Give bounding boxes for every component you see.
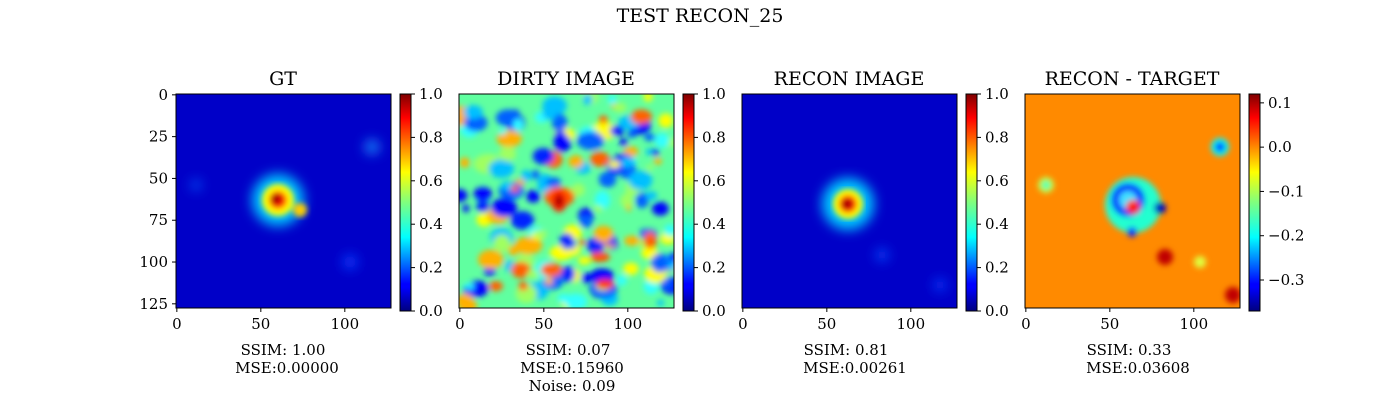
caption-recon-line-1: SSIM: 0.81 (803, 341, 889, 359)
colorbar-tick-label: 0.4 (985, 215, 1009, 233)
colorbar-tick-label: −0.2 (1268, 227, 1304, 245)
colorbar-tick-label: 0.6 (985, 172, 1009, 190)
colorbar-tick-label: 1.0 (985, 85, 1009, 103)
colorbar-tick-label: 1.0 (702, 85, 726, 103)
caption-gt-line-2: MSE:0.00000 (235, 359, 339, 377)
caption-diff: SSIM: 0.33 MSE:0.03608 (999, 341, 1259, 377)
colorbar-tick-label: 0.0 (702, 302, 726, 320)
colorbar-gt (399, 93, 412, 312)
x-tick-label: 100 (613, 315, 642, 333)
x-tick-label: 100 (896, 315, 925, 333)
panel-title-recon: RECON IMAGE (773, 68, 925, 90)
x-tick-label: 50 (817, 315, 836, 333)
caption-gt: SSIM: 1.00 MSE:0.00000 (153, 341, 413, 377)
colorbar-tick-label: 0.0 (419, 302, 443, 320)
gt-heatmap (176, 94, 391, 308)
figure-title: TEST RECON_25 (616, 5, 784, 27)
x-tick-label: 50 (1100, 315, 1119, 333)
diff-heatmap (1025, 94, 1240, 308)
x-tick-label: 50 (534, 315, 553, 333)
colorbar-tick-label: 0.8 (985, 128, 1009, 146)
colorbar-tick-label: 0.6 (419, 172, 443, 190)
y-tick-label: 75 (149, 211, 168, 229)
caption-recon: SSIM: 0.81 MSE:0.00261 (716, 341, 976, 377)
colorbar-tick-label: 0.4 (419, 215, 443, 233)
caption-dirty-line-3: Noise: 0.09 (528, 377, 616, 395)
colorbar-tick-label: −0.3 (1268, 271, 1304, 289)
colorbar-tick-label: 0.4 (702, 215, 726, 233)
x-tick-label: 100 (1179, 315, 1208, 333)
colorbar-tick-label: 0.2 (419, 259, 443, 277)
caption-gt-line-1: SSIM: 1.00 (240, 341, 326, 359)
x-tick-label: 0 (455, 315, 465, 333)
y-tick-label: 25 (149, 128, 168, 146)
colorbar-tick-label: 0.0 (985, 302, 1009, 320)
panel-title-diff: RECON - TARGET (1044, 68, 1220, 90)
colorbar-diff (1248, 93, 1261, 312)
x-tick-label: 100 (330, 315, 359, 333)
caption-dirty-line-1: SSIM: 0.07 (525, 341, 611, 359)
caption-dirty: SSIM: 0.07 MSE:0.15960 Noise: 0.09 (438, 341, 698, 395)
y-tick-label: 125 (139, 295, 168, 313)
colorbar-tick-label: 1.0 (419, 85, 443, 103)
caption-diff-line-2: MSE:0.03608 (1086, 359, 1190, 377)
x-tick-label: 0 (172, 315, 182, 333)
colorbar-recon (965, 93, 978, 312)
y-tick-label: 100 (139, 253, 168, 271)
y-tick-label: 0 (158, 86, 168, 104)
colorbar-tick-label: 0.2 (985, 259, 1009, 277)
recon-heatmap (742, 94, 957, 308)
caption-recon-line-2: MSE:0.00261 (803, 359, 907, 377)
panel-title-dirty: DIRTY IMAGE (497, 68, 635, 90)
colorbar-tick-label: 0.2 (702, 259, 726, 277)
x-tick-label: 0 (1021, 315, 1031, 333)
dirty-heatmap (459, 94, 674, 308)
colorbar-tick-label: 0.1 (1268, 94, 1292, 112)
x-tick-label: 0 (738, 315, 748, 333)
y-tick-label: 50 (149, 169, 168, 187)
panel-title-gt: GT (269, 68, 297, 90)
colorbar-dirty (682, 93, 695, 312)
colorbar-tick-label: 0.8 (702, 128, 726, 146)
colorbar-tick-label: 0.8 (419, 128, 443, 146)
caption-diff-line-1: SSIM: 0.33 (1086, 341, 1172, 359)
colorbar-tick-label: −0.1 (1268, 182, 1304, 200)
colorbar-tick-label: 0.0 (1268, 138, 1292, 156)
x-tick-label: 50 (251, 315, 270, 333)
caption-dirty-line-2: MSE:0.15960 (520, 359, 624, 377)
colorbar-tick-label: 0.6 (702, 172, 726, 190)
